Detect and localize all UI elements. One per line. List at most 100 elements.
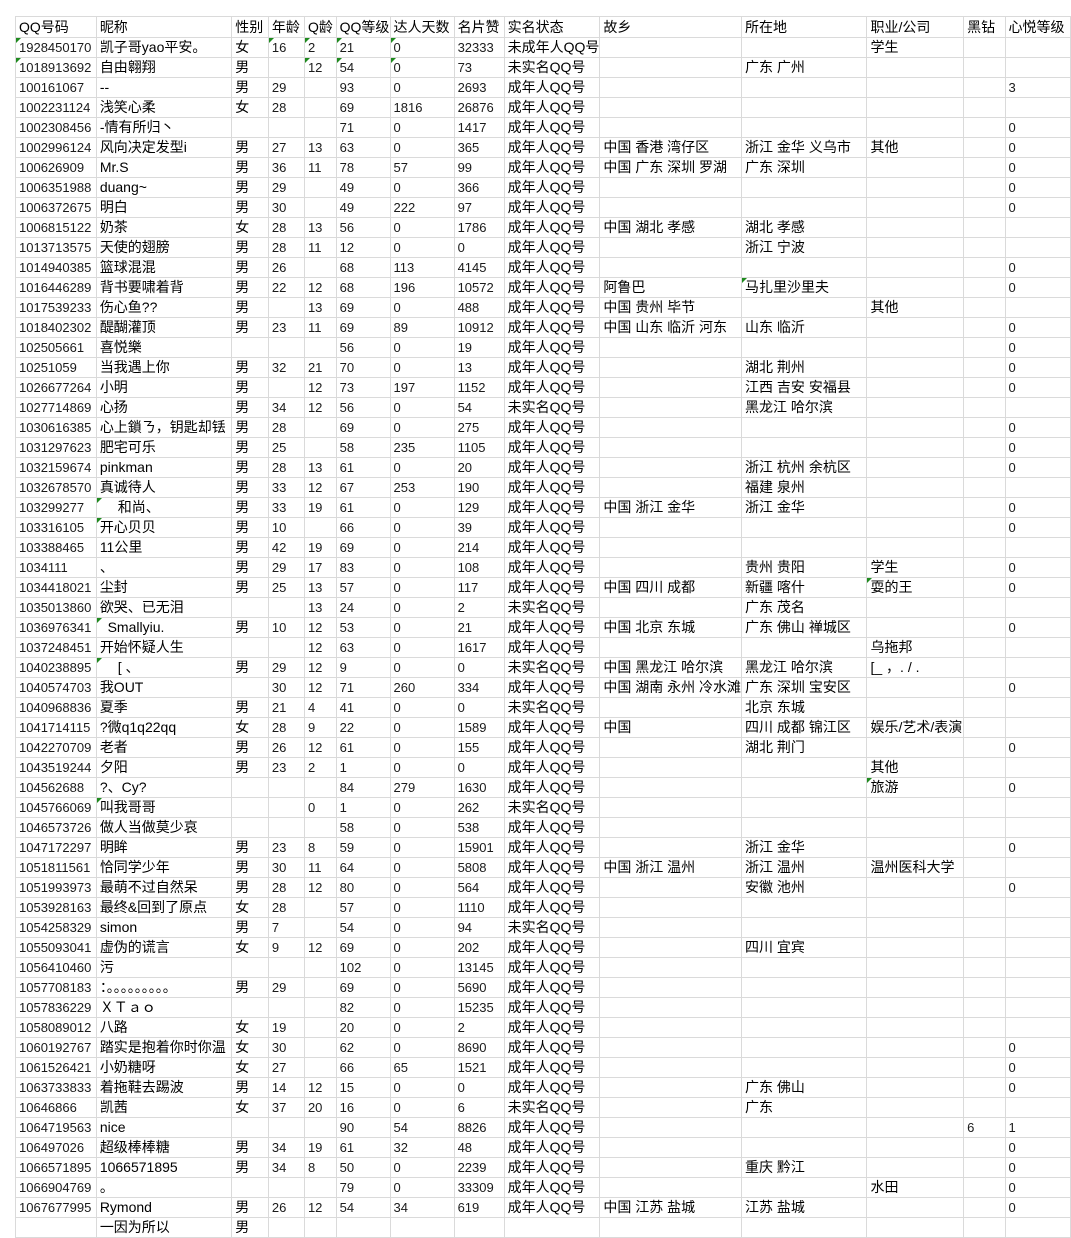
cell-location[interactable]: 湖北 孝感 [741, 217, 868, 238]
cell-nickname[interactable]: 1066571895 [95, 1157, 233, 1178]
cell-qq-number[interactable]: 1051993973 [15, 877, 97, 898]
cell-location[interactable]: 湖北 荆州 [741, 357, 868, 378]
cell-occupation[interactable] [866, 197, 965, 218]
cell-q-age[interactable]: 13 [303, 457, 337, 478]
column-header-black-diamond[interactable]: 黑钻 [963, 16, 1006, 38]
cell-qq-level[interactable]: 61 [335, 457, 391, 478]
cell-gender[interactable]: 女 [231, 1017, 269, 1038]
cell-verification-status[interactable]: 成年人QQ号 [503, 737, 601, 758]
cell-hometown[interactable] [599, 477, 743, 498]
cell-gender[interactable]: 男 [231, 137, 269, 158]
cell-nickname[interactable]: pinkman [95, 457, 233, 478]
cell-qq-number[interactable]: 1032159674 [15, 457, 97, 478]
cell-occupation[interactable] [866, 357, 965, 378]
cell-gender[interactable]: 女 [231, 1097, 269, 1118]
cell-q-age[interactable]: 12 [303, 377, 337, 398]
column-header-verification-status[interactable]: 实名状态 [503, 16, 601, 38]
cell-occupation[interactable]: 其他 [866, 297, 965, 318]
cell-xinyue-level[interactable]: 0 [1004, 617, 1071, 638]
cell-verification-status[interactable]: 未实名QQ号 [503, 697, 601, 718]
cell-expert-days[interactable]: 0 [389, 537, 455, 558]
cell-nickname[interactable]: 篮球混混 [95, 257, 233, 278]
column-header-hometown[interactable]: 故乡 [599, 16, 743, 38]
cell-verification-status[interactable]: 成年人QQ号 [503, 1057, 601, 1078]
cell-occupation[interactable] [866, 877, 965, 898]
cell-age[interactable]: 10 [267, 517, 305, 538]
cell-q-age[interactable]: 17 [303, 557, 337, 578]
cell-hometown[interactable] [599, 337, 743, 358]
cell-occupation[interactable] [866, 617, 965, 638]
cell-verification-status[interactable]: 成年人QQ号 [503, 617, 601, 638]
cell-gender[interactable]: 男 [231, 77, 269, 98]
cell-occupation[interactable] [866, 997, 965, 1018]
cell-expert-days[interactable]: 0 [389, 77, 455, 98]
cell-verification-status[interactable]: 成年人QQ号 [503, 137, 601, 158]
cell-card-likes[interactable]: 5690 [453, 977, 505, 998]
cell-qq-number[interactable]: 10251059 [15, 357, 97, 378]
cell-verification-status[interactable]: 成年人QQ号 [503, 1197, 601, 1218]
cell-age[interactable]: 26 [267, 1197, 305, 1218]
cell-xinyue-level[interactable]: 0 [1004, 777, 1071, 798]
cell-hometown[interactable] [599, 1217, 743, 1238]
cell-card-likes[interactable]: 619 [453, 1197, 505, 1218]
column-header-xinyue-level[interactable]: 心悦等级 [1004, 16, 1071, 38]
cell-card-likes[interactable]: 10912 [453, 317, 505, 338]
cell-qq-number[interactable]: 1002231124 [15, 97, 97, 118]
cell-black-diamond[interactable] [963, 1217, 1006, 1238]
cell-card-likes[interactable]: 13 [453, 357, 505, 378]
cell-black-diamond[interactable] [963, 217, 1006, 238]
cell-xinyue-level[interactable]: 0 [1004, 317, 1071, 338]
cell-xinyue-level[interactable] [1004, 977, 1071, 998]
cell-nickname[interactable]: Smallyiu. [95, 617, 233, 638]
cell-q-age[interactable]: 2 [303, 37, 337, 58]
cell-qq-number[interactable]: 1064719563 [15, 1117, 97, 1138]
cell-verification-status[interactable]: 成年人QQ号 [503, 157, 601, 178]
cell-xinyue-level[interactable]: 0 [1004, 577, 1071, 598]
cell-verification-status[interactable]: 成年人QQ号 [503, 937, 601, 958]
cell-black-diamond[interactable] [963, 357, 1006, 378]
cell-q-age[interactable]: 12 [303, 637, 337, 658]
cell-expert-days[interactable]: 0 [389, 977, 455, 998]
cell-verification-status[interactable]: 成年人QQ号 [503, 577, 601, 598]
cell-xinyue-level[interactable] [1004, 37, 1071, 58]
cell-verification-status[interactable]: 成年人QQ号 [503, 497, 601, 518]
cell-occupation[interactable] [866, 117, 965, 138]
cell-expert-days[interactable]: 222 [389, 197, 455, 218]
cell-verification-status[interactable]: 未实名QQ号 [503, 397, 601, 418]
cell-xinyue-level[interactable]: 0 [1004, 117, 1071, 138]
cell-qq-level[interactable]: 16 [335, 1097, 391, 1118]
cell-black-diamond[interactable] [963, 1097, 1006, 1118]
cell-expert-days[interactable]: 0 [389, 397, 455, 418]
cell-card-likes[interactable]: 564 [453, 877, 505, 898]
cell-xinyue-level[interactable]: 0 [1004, 157, 1071, 178]
cell-xinyue-level[interactable]: 0 [1004, 137, 1071, 158]
cell-xinyue-level[interactable] [1004, 57, 1071, 78]
cell-qq-number[interactable]: 1027714869 [15, 397, 97, 418]
cell-black-diamond[interactable] [963, 1057, 1006, 1078]
cell-xinyue-level[interactable]: 0 [1004, 277, 1071, 298]
cell-xinyue-level[interactable]: 0 [1004, 437, 1071, 458]
cell-location[interactable]: 马扎里沙里夫 [741, 277, 868, 298]
cell-gender[interactable]: 男 [231, 737, 269, 758]
cell-verification-status[interactable]: 成年人QQ号 [503, 117, 601, 138]
cell-card-likes[interactable]: 54 [453, 397, 505, 418]
cell-nickname[interactable]: 最终&回到了原点 [95, 897, 233, 918]
cell-hometown[interactable]: 中国 浙江 金华 [599, 497, 743, 518]
cell-nickname[interactable]: 我OUT [95, 677, 233, 698]
cell-black-diamond[interactable] [963, 717, 1006, 738]
cell-hometown[interactable] [599, 1157, 743, 1178]
cell-location[interactable] [741, 257, 868, 278]
cell-card-likes[interactable]: 0 [453, 237, 505, 258]
cell-q-age[interactable]: 12 [303, 937, 337, 958]
cell-xinyue-level[interactable] [1004, 717, 1071, 738]
cell-gender[interactable]: 男 [231, 1217, 269, 1238]
cell-card-likes[interactable]: 5808 [453, 857, 505, 878]
cell-gender[interactable]: 男 [231, 1157, 269, 1178]
cell-card-likes[interactable]: 0 [453, 757, 505, 778]
cell-qq-level[interactable]: 64 [335, 857, 391, 878]
cell-verification-status[interactable]: 成年人QQ号 [503, 1017, 601, 1038]
cell-expert-days[interactable]: 0 [389, 1037, 455, 1058]
cell-xinyue-level[interactable]: 0 [1004, 337, 1071, 358]
cell-qq-number[interactable]: 1006372675 [15, 197, 97, 218]
cell-occupation[interactable] [866, 817, 965, 838]
